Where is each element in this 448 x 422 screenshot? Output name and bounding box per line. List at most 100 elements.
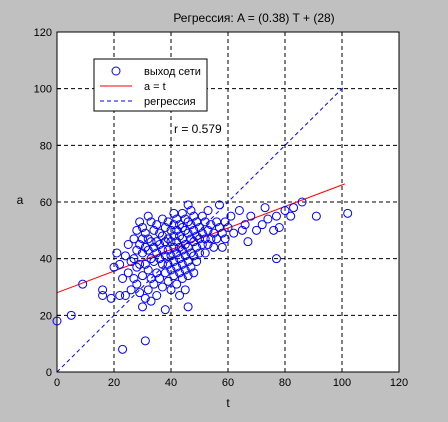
data-point: [166, 225, 176, 235]
data-point: [195, 248, 204, 258]
chart-title: Регрессия: A = (0.38) T + (28): [173, 11, 334, 25]
legend-label-network-output: выход сети: [144, 66, 201, 78]
data-point: [149, 279, 159, 289]
data-point: [289, 203, 299, 213]
data-point: [183, 302, 193, 312]
data-point: [252, 225, 261, 235]
data-point: [274, 223, 284, 232]
legend-label-identity: a = t: [144, 81, 166, 93]
data-point: [263, 214, 273, 224]
data-point: [212, 234, 222, 244]
data-point: [126, 285, 136, 295]
data-point: [212, 217, 222, 227]
plot-frame: [56, 31, 400, 373]
data-point: [214, 200, 224, 210]
data-point: [146, 274, 156, 283]
data-point: [66, 310, 76, 320]
y-tick-label: 100: [34, 84, 52, 96]
data-point: [149, 225, 159, 235]
correlation-annotation: r = 0.579: [174, 122, 222, 136]
data-point: [189, 237, 199, 247]
data-point: [146, 217, 156, 227]
data-point: [189, 251, 199, 261]
data-point: [209, 242, 219, 252]
data-point: [175, 231, 185, 241]
data-point: [143, 234, 153, 244]
data-point: [146, 237, 156, 247]
data-point: [234, 206, 244, 215]
data-point: [143, 245, 153, 255]
data-point: [192, 217, 202, 227]
data-point: [146, 254, 156, 264]
data-point: [169, 231, 179, 241]
data-point: [157, 282, 167, 292]
data-point: [175, 291, 185, 300]
data-point: [132, 279, 142, 289]
data-point: [157, 231, 167, 241]
data-point: [140, 228, 150, 238]
data-point: [229, 228, 239, 238]
data-point: [129, 234, 139, 244]
data-point: [157, 259, 167, 269]
data-point: [152, 291, 162, 300]
data-point: [192, 257, 202, 266]
data-point: [172, 279, 182, 289]
data-point: [311, 211, 321, 221]
data-point: [203, 225, 213, 235]
data-point: [169, 208, 179, 218]
data-point: [163, 245, 173, 255]
data-point: [132, 245, 142, 255]
data-point: [197, 211, 207, 221]
data-point: [152, 248, 162, 258]
data-point: [220, 217, 230, 227]
data-point: [175, 254, 185, 264]
data-point: [177, 208, 187, 218]
data-point: [271, 211, 281, 221]
data-point: [189, 211, 199, 221]
data-point: [149, 257, 159, 266]
data-point: [183, 242, 193, 252]
data-point: [163, 234, 173, 244]
data-point: [112, 248, 122, 258]
data-point: [163, 217, 173, 227]
data-point: [177, 234, 187, 244]
data-point: [146, 296, 156, 306]
y-tick-label: 0: [46, 367, 52, 379]
data-point: [271, 254, 281, 264]
data-point: [138, 248, 147, 258]
data-point: [192, 231, 202, 241]
data-point: [177, 259, 187, 269]
data-point: [189, 225, 199, 235]
data-point: [135, 259, 145, 269]
data-point: [149, 242, 159, 252]
data-point: [186, 248, 196, 258]
data-point: [155, 240, 165, 249]
data-point: [140, 336, 150, 346]
data-point: [195, 223, 204, 232]
data-point: [183, 257, 193, 266]
data-point: [175, 268, 185, 278]
data-point: [155, 274, 165, 283]
data-point: [135, 288, 145, 298]
data-point: [183, 200, 193, 210]
data-point: [163, 276, 173, 286]
x-tick-label: 0: [54, 377, 60, 389]
data-point: [186, 206, 196, 215]
data-point: [177, 223, 187, 232]
data-point: [169, 271, 179, 281]
y-tick-label: 40: [40, 254, 52, 266]
data-point: [183, 228, 193, 238]
identity-line: [56, 85, 346, 373]
data-point: [118, 274, 128, 283]
data-point: [206, 234, 216, 244]
y-tick-label: 60: [40, 197, 52, 209]
data-point: [118, 344, 128, 354]
data-point: [140, 242, 150, 252]
data-point: [175, 242, 185, 252]
data-point: [286, 211, 296, 221]
x-tick-label: 40: [165, 377, 177, 389]
x-tick-label: 120: [390, 377, 408, 389]
data-point: [160, 223, 170, 232]
